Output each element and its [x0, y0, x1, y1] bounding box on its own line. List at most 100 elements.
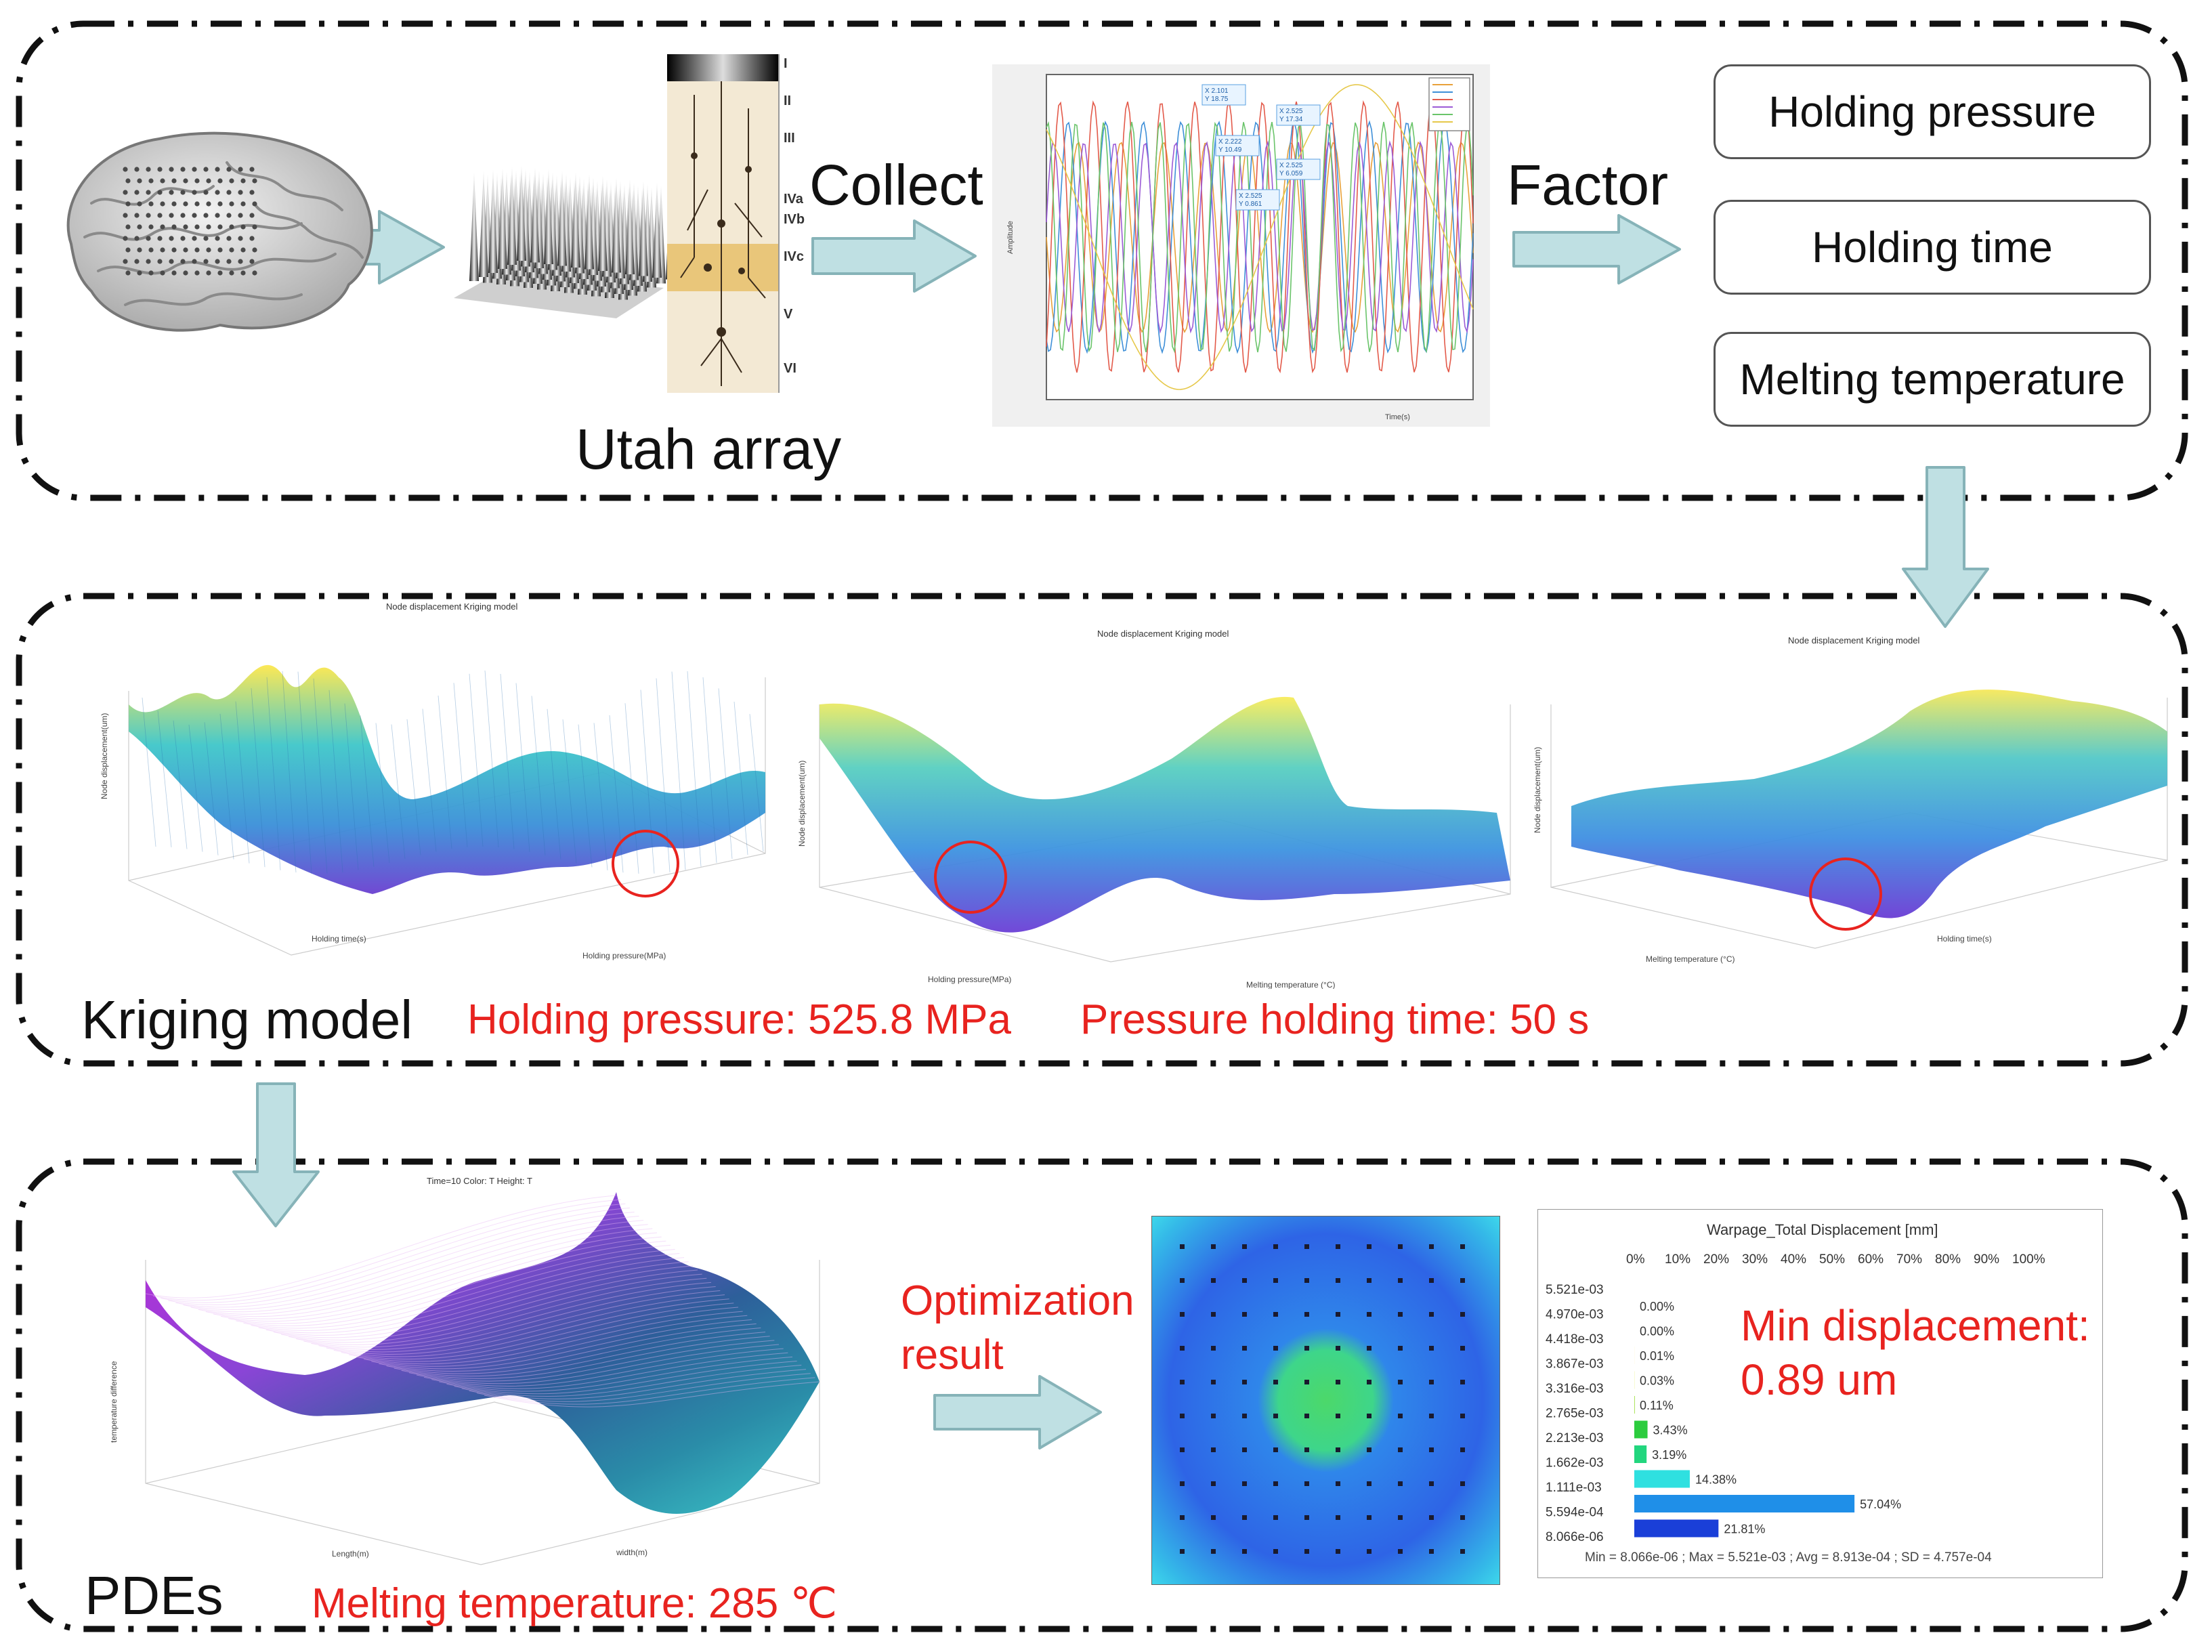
- electrode-dot: [146, 190, 151, 195]
- electrode-dot: [169, 236, 174, 241]
- measurement-dot: [1367, 1244, 1371, 1249]
- electrode-dot: [125, 224, 131, 230]
- electrode-dot: [180, 167, 186, 172]
- measurement-dot: [1429, 1312, 1434, 1317]
- electrode-dot: [123, 236, 128, 241]
- level-tick: 5.521e-03: [1546, 1283, 1604, 1297]
- electrode-dot: [146, 167, 151, 172]
- surface-mesh-line: [375, 723, 390, 864]
- warpage-histogram: Warpage_Total Displacement [mm] 0% 10% 20%…: [1537, 1209, 2103, 1578]
- electrode-dot: [203, 236, 209, 241]
- level-tick: 3.316e-03: [1546, 1382, 1604, 1396]
- datatip-text: X 2.101: [1205, 87, 1229, 95]
- arrow-optimization: [933, 1375, 1102, 1449]
- measurement-dot: [1398, 1481, 1403, 1486]
- electrode-dot: [217, 224, 223, 230]
- surface-mesh-line: [640, 690, 655, 874]
- signal-trace: [1046, 84, 1474, 390]
- level-tick: 4.970e-03: [1546, 1308, 1604, 1322]
- measurement-dot: [1242, 1414, 1247, 1418]
- arrow-to-pdes: [232, 1082, 320, 1227]
- electrode-dot: [134, 236, 140, 241]
- measurement-dot: [1336, 1312, 1340, 1317]
- array-needles: [469, 166, 667, 300]
- measurement-dot: [1367, 1515, 1371, 1520]
- min-displacement-line2: 0.89 um: [1741, 1355, 1898, 1404]
- bar-value-label: 3.43%: [1653, 1424, 1688, 1437]
- measurement-dot: [1304, 1244, 1309, 1249]
- pde-mesh-line: [394, 1332, 766, 1377]
- histogram-percent-ticks: 0% 10% 20% 30% 40% 50% 60% 70% 80% 90% 100%: [1626, 1252, 2045, 1267]
- electrode-dot: [160, 224, 165, 230]
- surface-mesh-line: [406, 719, 421, 855]
- measurement-dot: [1242, 1515, 1247, 1520]
- surface-mesh-line: [188, 724, 203, 852]
- percent-tick: 40%: [1781, 1252, 1806, 1267]
- electrode-dot: [157, 236, 163, 241]
- electrode-dot: [148, 178, 154, 184]
- measurement-dot: [1460, 1380, 1465, 1384]
- pde-mesh-line: [280, 1269, 698, 1340]
- measurement-dot: [1336, 1549, 1340, 1554]
- signal-ylabel: Amplitude: [1006, 221, 1015, 254]
- pde-mesh-line: [145, 1195, 617, 1298]
- electrode-dot: [194, 270, 200, 276]
- electrode-dot: [240, 247, 246, 253]
- electrode-dot: [146, 236, 151, 241]
- measurement-dot: [1211, 1549, 1216, 1554]
- kriging-surface-plot-3: Node displacement Kriging model Melting …: [1533, 635, 2168, 964]
- kriging-surface-plot-1: Node displacement Kriging model Holding …: [100, 601, 766, 960]
- datatip-text: Y 10.49: [1218, 146, 1242, 154]
- surface-mesh-line: [718, 688, 733, 859]
- bar-value-label: 0.03%: [1640, 1374, 1674, 1388]
- pde-mesh-line: [161, 1203, 626, 1303]
- measurement-dot: [1211, 1312, 1216, 1317]
- cortex-layer-label: II: [784, 93, 791, 108]
- array-needle: [517, 166, 526, 261]
- electrode-dot: [192, 236, 197, 241]
- measurement-dot: [1460, 1414, 1465, 1418]
- surface3-xlabel: Melting temperature (°C): [1646, 954, 1735, 964]
- pde-mesh-line: [379, 1323, 757, 1372]
- electrode-dot: [229, 270, 234, 276]
- pde-mesh-line: [326, 1294, 725, 1355]
- pde-mesh-line: [416, 1344, 780, 1384]
- histogram-bar: [1634, 1519, 1719, 1538]
- surface-mesh-line: [469, 673, 484, 847]
- measurement-dot: [1336, 1414, 1340, 1418]
- percent-tick: 100%: [2012, 1252, 2045, 1267]
- pde-mesh-line: [401, 1336, 770, 1379]
- pde-mesh-line: [341, 1302, 734, 1360]
- measurement-dot: [1429, 1414, 1434, 1418]
- measurement-dot: [1242, 1481, 1247, 1486]
- electrode-dot: [206, 178, 211, 184]
- pde-mesh-line: [265, 1261, 689, 1336]
- signal-traces: [1046, 84, 1474, 390]
- histogram-bar: [1634, 1470, 1690, 1488]
- percent-tick: 80%: [1935, 1252, 1961, 1267]
- electrode-dot: [203, 213, 209, 218]
- surface-mesh-line: [500, 673, 515, 849]
- measurement-dot: [1180, 1515, 1185, 1520]
- pde-mesh-line: [205, 1228, 653, 1317]
- measurement-dot: [1460, 1515, 1465, 1520]
- surface2-title: Node displacement Kriging model: [1097, 629, 1229, 639]
- array-needle: [584, 174, 594, 270]
- pde-mesh-line: [424, 1348, 784, 1386]
- array-needle: [557, 171, 567, 266]
- percent-tick: 30%: [1742, 1252, 1768, 1267]
- pde-mesh-line: [153, 1199, 621, 1301]
- pde-mesh-line: [175, 1211, 635, 1308]
- measurement-dot: [1336, 1447, 1340, 1452]
- surface-mesh-line: [422, 708, 437, 852]
- measurement-dot: [1429, 1447, 1434, 1452]
- surface-mesh-line: [251, 687, 265, 868]
- level-tick: 8.066e-06: [1546, 1530, 1604, 1544]
- pde-mesh-line: [318, 1290, 721, 1353]
- electrode-dot: [215, 167, 220, 172]
- electrode-dot: [180, 190, 186, 195]
- electrode-dot: [203, 259, 209, 264]
- kriging-surface-plot-2: Node displacement Kriging model Holding …: [797, 629, 1511, 989]
